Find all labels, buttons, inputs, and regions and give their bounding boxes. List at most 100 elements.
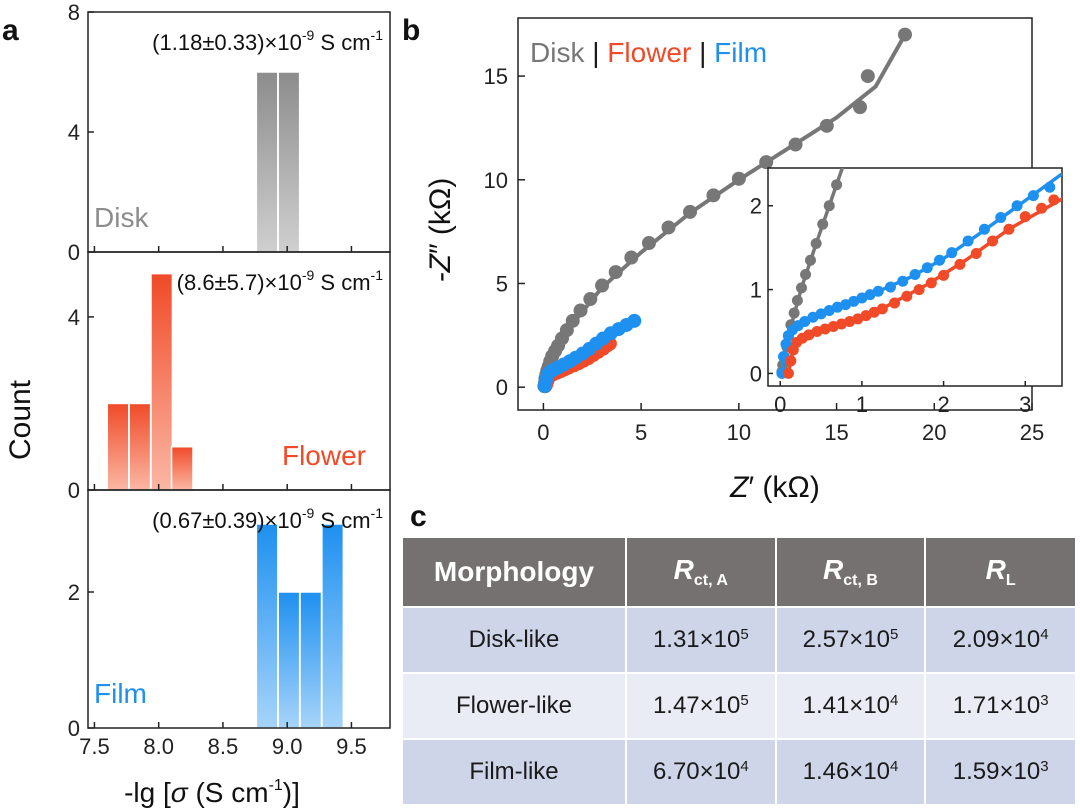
cell-exponent: 3 [1040, 758, 1049, 775]
morphology-label: Flower [282, 440, 366, 471]
data-point [759, 155, 774, 170]
x-tick-label: 8.5 [208, 734, 239, 759]
cell-exponent: 4 [890, 692, 899, 709]
header-morphology-text: Morphology [433, 556, 595, 587]
cell-exponent: 5 [740, 626, 749, 643]
inset-data-point [889, 297, 901, 309]
annotation-base: (8.6±5.7)×10 [177, 270, 302, 295]
cell-mantissa: 6.70×10 [652, 758, 741, 785]
y-tick-label: 8 [68, 0, 80, 25]
inset-y-tick-label: 1 [750, 278, 762, 303]
cell-exponent: 4 [1040, 626, 1049, 643]
panel-c-resistance-table: Morphology Rct, A Rct, B RL Disk-like 1.… [403, 538, 1075, 804]
row-label: Film-like [403, 738, 627, 804]
cell-mantissa: 1.31×10 [652, 626, 741, 653]
header-morphology: Morphology [403, 538, 627, 607]
y-tick-label: 4 [68, 305, 80, 330]
table-cell: 2.57×105 [775, 606, 927, 673]
inset-data-point [1003, 223, 1015, 235]
inset-data-point [782, 367, 794, 379]
y-axis-label: Count [4, 379, 37, 460]
y-label-prime: ″ [424, 243, 457, 254]
header-rct-b-sub: ct, B [843, 572, 878, 589]
data-point [682, 204, 697, 219]
row-label: Flower-like [403, 672, 627, 739]
inset-series-flower [782, 194, 1062, 379]
y-tick-label: 2 [68, 580, 80, 605]
x-tick-label: 0 [537, 420, 549, 445]
data-point [641, 236, 656, 251]
y-tick-label: 15 [484, 64, 508, 89]
legend: Disk | Flower | Film [530, 37, 767, 68]
inset-data-point [788, 307, 800, 319]
histogram-bar [255, 71, 279, 253]
inset-series-film [776, 172, 1062, 379]
x-axis-label: -lg [σ (S cm-1)] [124, 777, 300, 808]
histogram-bar [128, 402, 152, 491]
panel-c-letter: c [410, 500, 427, 533]
annotation-unit: S cm [314, 508, 370, 533]
legend-entry: | [691, 37, 714, 68]
table-cell: 1.47×105 [626, 672, 777, 739]
x-tick-label: 8.0 [143, 734, 174, 759]
inset-data-point [913, 284, 925, 296]
data-point [627, 313, 642, 328]
inset-data-point [946, 247, 958, 259]
inset-data-point [872, 285, 884, 297]
histogram-bar [277, 71, 301, 253]
histogram-film: 0 2 (0.67±0.39)×10-9 S cm-1 Film [68, 489, 391, 741]
inset-data-point [876, 303, 888, 315]
data-point [624, 250, 639, 265]
y-tick-label: 0 [68, 716, 80, 741]
y-label-symbol: -Z [424, 252, 457, 282]
inset-data-point [909, 268, 921, 280]
inset-data-point [795, 282, 807, 294]
histogram-bar [106, 402, 130, 491]
table-cell: 1.46×104 [775, 738, 927, 804]
annotation-base: (1.18±0.33)×10 [152, 30, 302, 55]
x-label-sigma: σ [171, 777, 189, 808]
inset-data-point [1019, 211, 1031, 223]
data-point [608, 265, 623, 280]
inset-data-point [823, 200, 835, 212]
cell-exponent: 5 [740, 692, 749, 709]
cell-exponent: 3 [1040, 692, 1049, 709]
annotation-exponent: -9 [302, 505, 315, 521]
data-point [573, 303, 588, 318]
inset-y-tick-label: 2 [750, 194, 762, 219]
table-cell: 1.41×104 [775, 672, 927, 739]
data-point [860, 69, 875, 84]
cell-exponent: 5 [890, 626, 899, 643]
legend-entry: Flower [607, 37, 691, 68]
annotation-base: (0.67±0.39)×10 [152, 508, 302, 533]
inset-series-group [776, 168, 1062, 379]
inset-data-point [817, 218, 829, 230]
inset-data-point [925, 277, 937, 289]
inset-data-point [987, 235, 999, 247]
x-label-part: )] [283, 777, 300, 808]
table-row: Disk-like 1.31×105 2.57×105 2.09×104 [403, 606, 1075, 673]
inset-data-point [995, 211, 1007, 223]
inset-data-point [1027, 190, 1039, 202]
inset-data-point [799, 315, 811, 327]
legend-entry: | [584, 37, 607, 68]
header-rl-sub: L [1005, 572, 1016, 589]
inset-data-point [785, 355, 797, 367]
cell-mantissa: 1.71×10 [952, 692, 1041, 719]
cell-exponent: 4 [890, 758, 899, 775]
series-film [537, 313, 642, 394]
header-rct-a-sub: ct, A [693, 572, 728, 589]
data-point [661, 220, 676, 235]
subplot-frame [87, 489, 391, 729]
x-tick-label: 20 [922, 420, 946, 445]
annotation-unit: S cm [314, 30, 370, 55]
conductivity-annotation: (0.67±0.39)×10-9 S cm-1 [152, 505, 383, 533]
y-tick-label: 0 [68, 240, 80, 265]
cell-mantissa: 1.47×10 [652, 692, 741, 719]
x-label-part: -lg [ [124, 777, 171, 808]
y-label-unit: (kΩ) [424, 178, 457, 244]
data-point [788, 137, 803, 152]
annotation-unit: S cm [314, 270, 370, 295]
panel-b-letter: b [402, 14, 420, 47]
